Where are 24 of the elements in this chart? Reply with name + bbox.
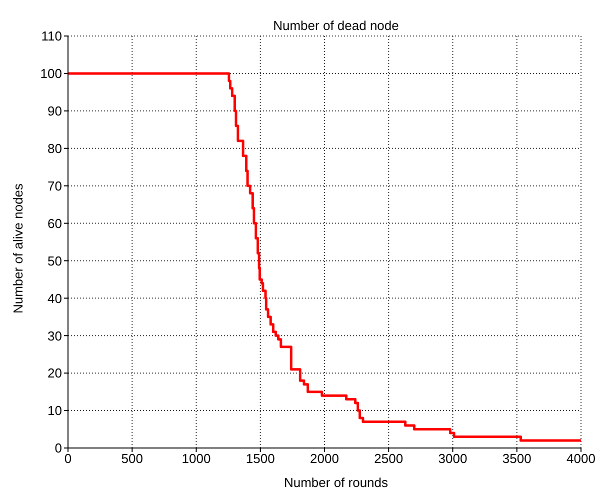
y-tick-label: 30 xyxy=(48,328,62,344)
x-tick-label: 1500 xyxy=(246,451,275,466)
x-tick-label: 1000 xyxy=(182,451,211,466)
y-tick-label: 40 xyxy=(48,290,62,306)
y-tick-label: 80 xyxy=(48,140,62,156)
y-tick-label: 70 xyxy=(48,178,62,194)
x-tick-label: 2500 xyxy=(374,451,404,466)
chart-title: Number of dead node xyxy=(272,18,400,33)
x-tick-label: 500 xyxy=(121,451,143,466)
y-tick-label: 110 xyxy=(41,28,62,44)
y-tick-label: 0 xyxy=(54,440,62,456)
y-tick-label: 90 xyxy=(48,104,62,119)
y-tick-label: 10 xyxy=(48,403,62,418)
x-tick-label: 3500 xyxy=(502,451,532,466)
y-tick-label: 50 xyxy=(48,253,62,268)
x-tick-label: 3000 xyxy=(438,451,468,466)
y-tick-label: 60 xyxy=(48,216,62,231)
y-tick-label: 100 xyxy=(40,66,62,82)
y-axis-title: Number of alive nodes xyxy=(10,182,26,314)
x-tick-label: 2000 xyxy=(310,451,339,466)
y-tick-label: 20 xyxy=(48,366,62,381)
x-axis-title: Number of rounds xyxy=(282,475,390,490)
x-tick-label: 0 xyxy=(64,451,72,466)
x-tick-label: 4000 xyxy=(566,451,596,466)
